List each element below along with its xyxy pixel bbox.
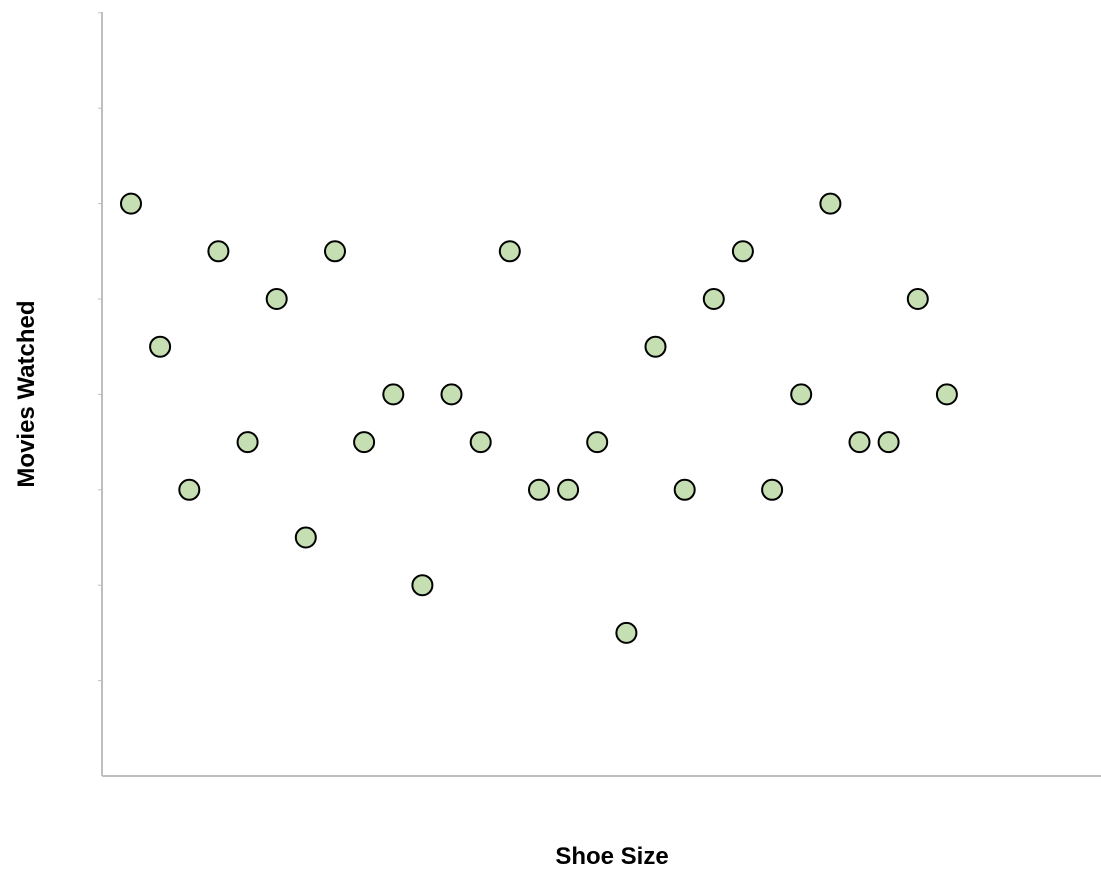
data-point — [586, 431, 609, 454]
data-point — [207, 240, 230, 263]
data-point — [120, 192, 142, 215]
data-point — [528, 478, 550, 501]
data-point — [324, 240, 346, 263]
data-point — [353, 431, 376, 454]
data-point — [294, 526, 317, 549]
data-point — [178, 478, 201, 501]
data-point — [644, 335, 667, 358]
data-point — [615, 621, 638, 644]
data-point — [731, 240, 754, 263]
axes — [98, 12, 1101, 777]
data-point — [673, 478, 696, 501]
data-point — [761, 478, 784, 501]
data-point — [440, 383, 463, 406]
data-point — [382, 383, 405, 406]
data-point — [848, 431, 871, 454]
data-point — [877, 431, 900, 454]
data-point — [790, 383, 813, 406]
data-points — [120, 192, 958, 644]
data-point — [236, 431, 259, 454]
data-point — [469, 431, 492, 454]
data-point — [498, 240, 521, 263]
data-point — [557, 478, 580, 501]
data-point — [149, 335, 172, 358]
data-point — [265, 288, 288, 310]
x-axis-title: Shoe Size — [555, 843, 668, 870]
data-point — [906, 288, 929, 310]
data-point — [935, 383, 958, 406]
data-point — [702, 288, 725, 310]
y-axis-title: Movies Watched — [13, 300, 40, 487]
data-point — [411, 574, 434, 597]
data-point — [819, 192, 842, 215]
y-axis-ticks — [98, 12, 102, 682]
